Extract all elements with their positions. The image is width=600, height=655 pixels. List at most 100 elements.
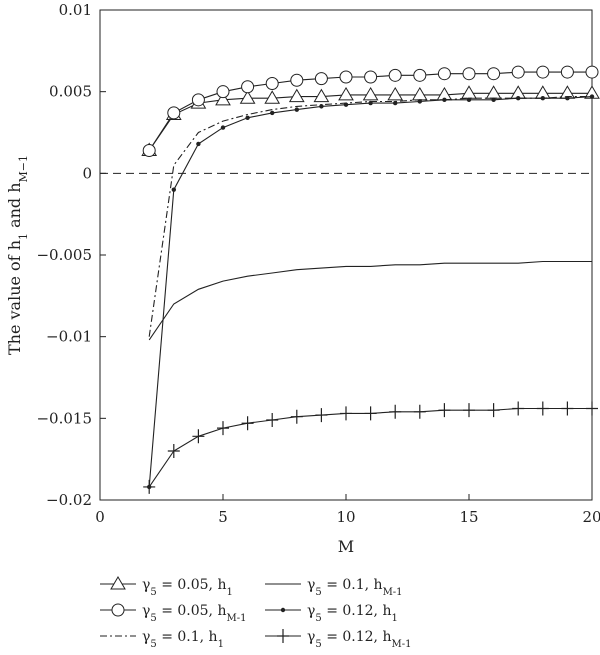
x-tick-label: 15: [459, 508, 478, 526]
legend-label-text: = 0.12, h: [322, 629, 392, 645]
series-1: [141, 85, 600, 156]
data-point: [338, 86, 354, 101]
legend-label-text: = 0.1, h: [322, 577, 383, 593]
data-point: [466, 97, 472, 103]
legend-item: γ5 = 0.12, h1: [265, 603, 398, 624]
series-4: [148, 260, 592, 341]
data-point: [241, 416, 254, 431]
data-point: [265, 77, 279, 90]
series-line: [148, 71, 592, 151]
y-tick-label: 0: [82, 164, 92, 182]
y-tick-label: −0.015: [36, 409, 92, 427]
data-point: [540, 96, 545, 101]
y-axis-ticks: −0.02 −0.015 −0.01 −0.005 0 0.005 0.01: [36, 1, 106, 509]
data-point: [364, 70, 378, 84]
legend-label-subscript: 5: [315, 639, 321, 650]
legend-label-subscript: 5: [150, 587, 156, 598]
y-axis-label: The value of h1 and hM−1: [5, 155, 30, 355]
data-point: [314, 72, 328, 86]
series-2: [142, 65, 599, 157]
data-point: [389, 404, 402, 419]
legend-label-text: γ: [307, 603, 315, 619]
data-point: [487, 67, 501, 81]
y-axis-label-subscript: M−1: [17, 155, 30, 182]
data-point: [245, 115, 250, 121]
data-point: [171, 187, 176, 192]
legend-label-subscript: 5: [150, 639, 156, 650]
x-tick-label: 10: [336, 508, 355, 526]
legend-item: γ5 = 0.12, hM-1: [265, 629, 411, 650]
legend-label: γ5 = 0.12, h1: [307, 603, 398, 624]
data-point: [461, 85, 477, 99]
legend-label-text: γ: [142, 603, 150, 619]
data-point: [339, 70, 353, 84]
legend-label-text: = 0.12, h: [322, 603, 392, 619]
data-point: [167, 106, 181, 120]
data-point: [343, 102, 349, 107]
series-line: [148, 96, 593, 487]
y-tick-label: −0.005: [36, 246, 92, 264]
y-tick-label: 0.005: [49, 83, 92, 101]
data-point: [362, 86, 379, 101]
legend-label-subscript: 1: [391, 613, 397, 624]
legend-label: γ5 = 0.05, hM-1: [142, 603, 246, 624]
data-point: [167, 444, 180, 458]
data-point: [487, 403, 500, 418]
legend-label: γ5 = 0.12, hM-1: [307, 629, 411, 650]
data-point: [313, 88, 330, 103]
legend: γ5 = 0.05, h1 γ5 = 0.1, hM-1γ5 = 0.05, hM…: [100, 576, 411, 650]
legend-item: γ5 = 0.1, hM-1: [265, 577, 403, 598]
data-point: [142, 143, 156, 157]
legend-label-text: = 0.05, h: [157, 603, 227, 619]
legend-label-subscript: M-1: [391, 639, 411, 650]
data-point: [417, 99, 422, 104]
y-axis-label-text: The value of h: [5, 240, 24, 355]
data-point: [288, 88, 305, 103]
data-point: [413, 404, 426, 419]
y-tick-label: −0.02: [46, 491, 92, 509]
data-point: [364, 406, 377, 421]
legend-label-text: = 0.05, h: [157, 577, 227, 593]
legend-label: γ5 = 0.1, h1: [142, 629, 224, 650]
data-point: [241, 80, 255, 94]
legend-item: γ5 = 0.1, h1: [100, 629, 224, 650]
data-point: [239, 90, 256, 104]
data-point: [270, 110, 275, 116]
data-point: [511, 65, 525, 79]
data-point: [411, 86, 428, 101]
data-point: [413, 68, 427, 82]
data-point: [393, 100, 398, 106]
legend-swatch-marker: [111, 603, 125, 617]
data-point: [266, 412, 279, 427]
legend-label-text: γ: [142, 577, 150, 593]
legend-label-text: γ: [307, 577, 315, 593]
legend-label-text: γ: [142, 629, 150, 645]
y-axis-label-text: and h: [5, 182, 24, 233]
legend-item: γ5 = 0.05, h1: [100, 576, 233, 598]
data-point: [196, 141, 201, 147]
data-point: [565, 96, 570, 101]
legend-label-subscript: 5: [315, 587, 321, 598]
legend-label-subscript: 1: [218, 639, 224, 650]
data-point: [463, 403, 475, 418]
data-point: [340, 406, 352, 421]
legend-item: γ5 = 0.05, hM-1: [100, 603, 246, 624]
plot-area: [99, 9, 593, 501]
series-layer: [141, 65, 600, 494]
legend-swatch-marker: [110, 576, 126, 590]
data-point: [491, 97, 496, 103]
data-point: [512, 401, 525, 416]
data-point: [192, 429, 205, 444]
y-axis-label-subscript: 1: [17, 233, 30, 240]
legend-label-subscript: M-1: [383, 587, 403, 598]
data-point: [290, 409, 303, 424]
legend-label-text: γ: [307, 629, 315, 645]
plot-frame: [99, 9, 593, 501]
data-point: [143, 479, 156, 494]
x-axis-label: M: [338, 537, 354, 556]
x-tick-label: 5: [218, 508, 228, 526]
y-tick-label: −0.01: [46, 328, 92, 346]
data-point: [561, 401, 574, 416]
legend-label-subscript: 5: [315, 613, 321, 624]
